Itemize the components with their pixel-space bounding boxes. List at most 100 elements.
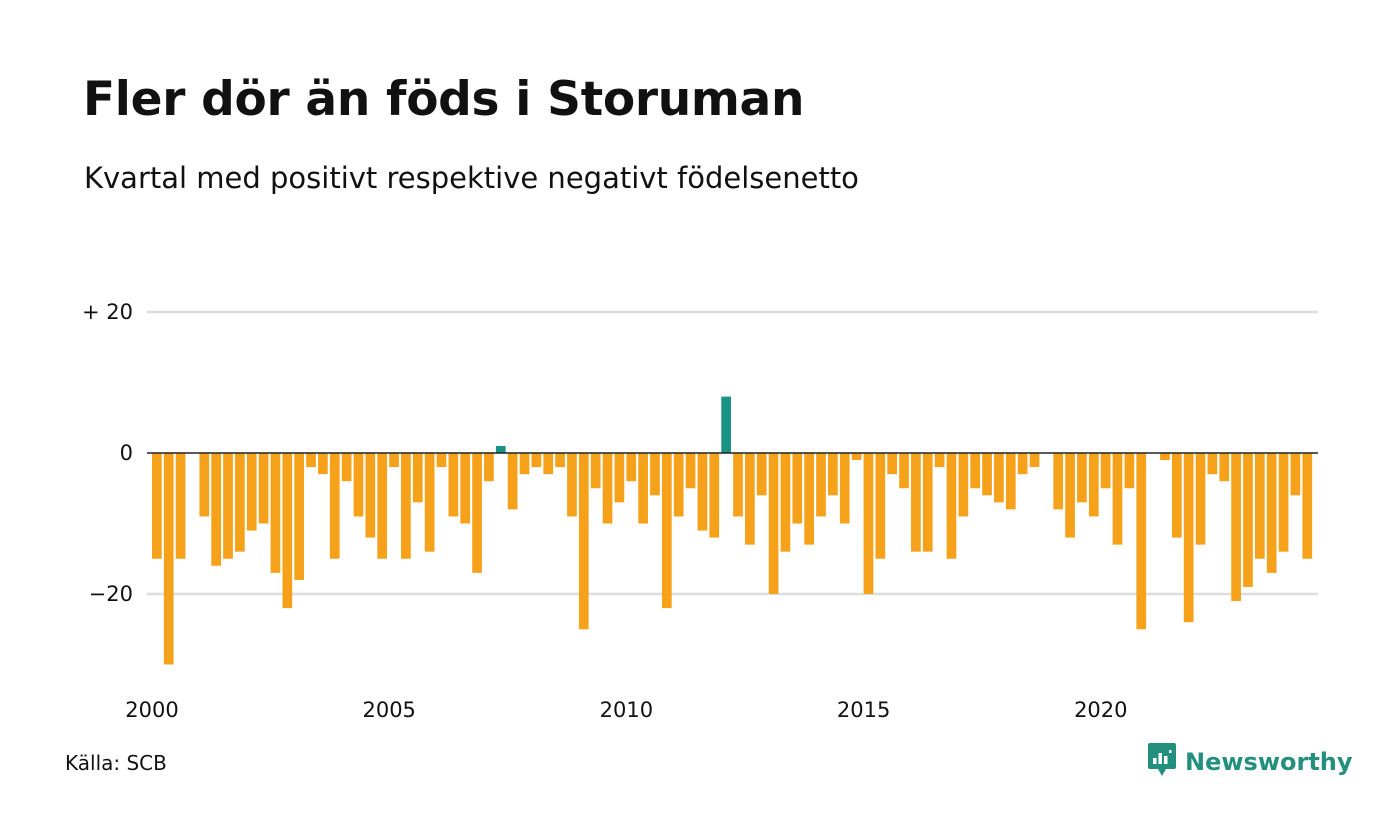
bar-negative	[412, 453, 423, 503]
x-axis-ticks: 2000 2005 2010 2015 2020	[125, 698, 1127, 722]
y-tick-label: −20	[89, 582, 133, 606]
bar-negative	[377, 453, 388, 559]
newsworthy-logo-icon	[1147, 742, 1177, 782]
bar-negative	[472, 453, 482, 573]
bar-negative	[673, 453, 684, 517]
x-tick-label: 2010	[600, 698, 653, 722]
bar-negative	[887, 453, 898, 475]
bar-negative	[424, 453, 435, 552]
bar-negative	[555, 453, 565, 468]
bar-negative	[1254, 453, 1265, 559]
bar-negative	[365, 453, 376, 538]
bar-negative	[1207, 453, 1218, 475]
y-tick-label: + 20	[82, 300, 133, 324]
bar-negative	[875, 453, 886, 559]
bar-negative	[163, 453, 174, 665]
bar-negative	[922, 453, 933, 552]
newsworthy-logo-text: Newsworthy	[1185, 748, 1353, 776]
bar-negative	[1017, 453, 1028, 475]
bar-negative	[152, 453, 162, 559]
bar-negative	[1029, 453, 1040, 468]
bar-negative	[460, 453, 471, 524]
y-tick-label: 0	[120, 441, 133, 465]
bar-negative	[934, 453, 945, 468]
bar-negative	[1231, 453, 1241, 602]
x-tick-label: 2015	[837, 698, 890, 722]
bar-negative	[1160, 453, 1170, 461]
bar-negative	[258, 453, 269, 524]
x-tick-label: 2020	[1074, 698, 1127, 722]
bar-negative	[1290, 453, 1301, 496]
bar-negative	[1278, 453, 1289, 552]
bar-positive	[721, 396, 731, 453]
bar-negative	[199, 453, 210, 517]
bar-negative	[318, 453, 328, 475]
bar-negative	[839, 453, 850, 524]
bar-negative	[211, 453, 221, 566]
bar-negative	[697, 453, 708, 531]
bar-negative	[567, 453, 577, 517]
bar-negative	[306, 453, 316, 468]
bar-negative	[899, 453, 909, 489]
bar-negative	[1302, 453, 1313, 559]
bar-negative	[1088, 453, 1099, 517]
bar-negative	[1077, 453, 1087, 503]
bar-negative	[329, 453, 340, 559]
bar-negative	[685, 453, 696, 489]
bar-negative	[543, 453, 554, 475]
bar-negative	[246, 453, 257, 531]
bar-negative	[389, 453, 399, 468]
bar-negative	[223, 453, 233, 559]
x-tick-label: 2005	[362, 698, 415, 722]
bar-negative	[626, 453, 637, 482]
bar-negative	[1266, 453, 1277, 573]
bar-negative	[602, 453, 613, 524]
bar-negative	[614, 453, 625, 503]
bar-negative	[982, 453, 992, 496]
bar-negative	[1171, 453, 1182, 538]
bar-negative	[436, 453, 447, 468]
bar-negative	[661, 453, 672, 609]
bar-negative	[353, 453, 364, 517]
y-axis-ticks: + 20 0 −20	[82, 300, 133, 606]
bar-negative	[816, 453, 826, 517]
bar-negative	[828, 453, 838, 496]
gridlines	[147, 310, 1318, 596]
bar-negative	[1219, 453, 1230, 482]
bar-negative	[1053, 453, 1064, 510]
bar-negative	[1005, 453, 1016, 510]
bar-negative	[946, 453, 957, 559]
newsworthy-logo[interactable]: Newsworthy	[1147, 742, 1353, 782]
bar-negative	[733, 453, 743, 517]
bar-negative	[911, 453, 921, 552]
chart-title: Fler dör än föds i Storuman	[83, 72, 805, 127]
bar-negative	[1112, 453, 1123, 545]
bar-negative	[531, 453, 542, 468]
bar-negative	[1100, 453, 1111, 489]
bar-negative	[282, 453, 293, 609]
bar-negative	[958, 453, 969, 517]
bar-negative	[1183, 453, 1194, 623]
bar-negative	[804, 453, 814, 545]
bar-negative	[578, 453, 589, 630]
bar-negative	[851, 453, 862, 461]
bar-negative	[709, 453, 720, 538]
bar-negative	[590, 453, 601, 489]
chart-subtitle: Kvartal med positivt respektive negativt…	[84, 161, 859, 195]
bar-negative	[270, 453, 281, 573]
bar-negative	[792, 453, 803, 524]
source-note: Källa: SCB	[65, 751, 167, 775]
bar-negative	[745, 453, 755, 545]
bar-negative	[1136, 453, 1147, 630]
bar-negative	[341, 453, 352, 482]
bar-positive	[495, 445, 506, 453]
bar-negative	[1065, 453, 1075, 538]
bar-negative	[638, 453, 648, 524]
bar-negative	[235, 453, 245, 552]
x-tick-label: 2000	[125, 698, 178, 722]
bar-negative	[484, 453, 494, 482]
bar-negative	[448, 453, 459, 517]
bar-negative	[863, 453, 874, 594]
bar-negative	[175, 453, 186, 559]
